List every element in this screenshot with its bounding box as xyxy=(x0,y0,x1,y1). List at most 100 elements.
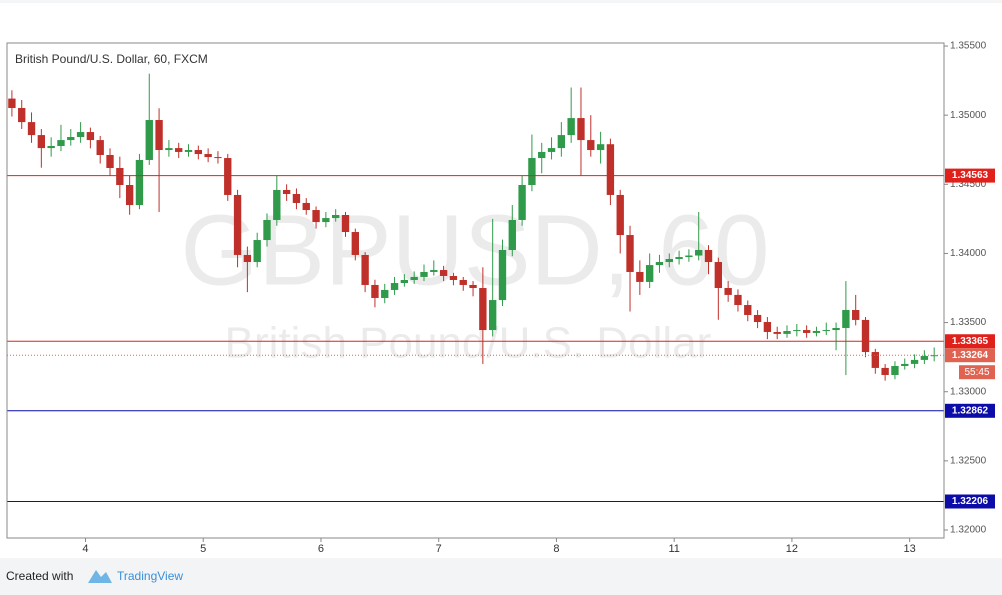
candle-body xyxy=(645,265,654,282)
candle-body xyxy=(479,288,487,331)
candle-body xyxy=(8,98,16,108)
candle-body xyxy=(891,365,899,375)
candle-body xyxy=(381,289,389,298)
candle-body xyxy=(567,118,575,136)
y-tick-label: 1.33500 xyxy=(950,317,987,328)
candle-body xyxy=(577,118,585,141)
candle-body xyxy=(145,120,153,160)
candle-body xyxy=(420,271,428,277)
candle-body xyxy=(538,151,546,159)
candle-body xyxy=(547,148,556,152)
candle-body xyxy=(469,284,477,289)
footer-bar xyxy=(0,560,1002,595)
candle-body xyxy=(498,249,507,301)
candle-body xyxy=(881,367,889,375)
candle-body xyxy=(704,249,713,263)
candle-body xyxy=(744,305,752,315)
candle-body xyxy=(920,356,929,360)
level-label: 1.32862 xyxy=(952,405,989,416)
candle-body xyxy=(18,107,26,123)
candle-body xyxy=(116,167,124,186)
candle-body xyxy=(184,150,193,152)
candle-body xyxy=(724,288,732,295)
candle-body xyxy=(57,140,65,147)
candle-body xyxy=(214,157,222,159)
candle-body xyxy=(822,330,830,332)
chart-title: British Pound/U.S. Dollar, 60, FXCM xyxy=(15,52,208,66)
footer-prefix: Created with xyxy=(6,569,73,583)
candle-body xyxy=(626,235,634,272)
candle-body xyxy=(518,185,526,220)
watermark-description: British Pound/U.S. Dollar xyxy=(225,319,712,368)
candle-body xyxy=(557,135,566,149)
level-label: 1.33365 xyxy=(952,336,989,347)
x-tick-label: 13 xyxy=(904,543,916,555)
candle-body xyxy=(763,322,772,332)
candle-body xyxy=(587,140,595,151)
candle-body xyxy=(175,148,183,152)
x-tick-label: 6 xyxy=(318,543,324,555)
tradingview-logo[interactable] xyxy=(88,570,112,583)
candle-body xyxy=(734,294,742,306)
level-label-box xyxy=(945,334,995,349)
candle-body xyxy=(76,132,85,138)
candle-body xyxy=(67,137,75,141)
candle-body xyxy=(361,254,369,285)
candle-body xyxy=(302,202,310,211)
x-tick-label: 4 xyxy=(82,543,88,555)
y-tick-label: 1.35000 xyxy=(950,110,987,121)
candle-body xyxy=(665,258,673,263)
candle-body xyxy=(125,185,134,206)
candle-body xyxy=(390,283,399,290)
current-price-box xyxy=(945,348,995,363)
candle-body xyxy=(636,271,644,282)
candle-body xyxy=(371,284,379,298)
candle-body xyxy=(165,148,173,151)
candle-body xyxy=(606,144,615,195)
candle-body xyxy=(430,270,438,272)
x-tick-label: 7 xyxy=(436,543,442,555)
level-label-box xyxy=(945,494,995,509)
candle-body xyxy=(832,327,840,331)
y-tick-label: 1.33000 xyxy=(950,386,987,397)
candle-body xyxy=(773,331,781,334)
footer-brand[interactable]: TradingView xyxy=(117,569,183,583)
candle-body xyxy=(312,210,320,223)
candle-body xyxy=(292,193,301,203)
plot-frame xyxy=(6,42,945,539)
y-tick-label: 1.34500 xyxy=(950,179,987,190)
candle-body xyxy=(135,159,144,206)
candle-body xyxy=(449,275,458,280)
candle-body xyxy=(37,135,46,149)
candle-body xyxy=(675,257,683,259)
candle-body xyxy=(488,300,497,331)
candle-body xyxy=(802,330,811,333)
candle-body xyxy=(86,132,95,141)
candle-body xyxy=(901,363,909,366)
candle-body xyxy=(155,120,163,151)
candle-body xyxy=(852,309,860,320)
candle-body xyxy=(224,158,232,195)
candle-body xyxy=(714,262,723,289)
candle-body xyxy=(439,270,448,276)
y-tick-label: 1.32000 xyxy=(950,525,987,536)
candle-body xyxy=(783,331,791,334)
x-tick-label: 5 xyxy=(200,543,206,555)
x-tick-label: 8 xyxy=(553,543,559,555)
candle-body xyxy=(47,146,55,149)
candle-body xyxy=(332,215,340,219)
candle-body xyxy=(233,194,242,255)
y-tick-label: 1.34000 xyxy=(950,248,987,259)
candle-body xyxy=(282,189,291,194)
candle-body xyxy=(528,158,536,186)
candle-body xyxy=(842,309,850,328)
candle-body xyxy=(400,279,409,284)
candle-body xyxy=(204,154,212,158)
candle-body xyxy=(695,249,703,256)
candle-body xyxy=(596,144,605,151)
candle-body xyxy=(194,150,203,155)
candle-body xyxy=(459,279,467,285)
candle-body xyxy=(616,194,624,236)
level-label: 1.32206 xyxy=(952,496,989,507)
